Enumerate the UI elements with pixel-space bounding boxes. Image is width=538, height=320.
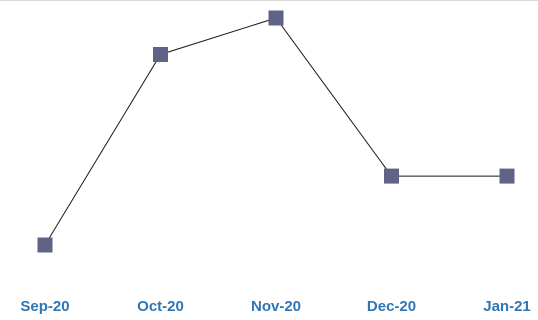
series-line	[44, 17, 507, 246]
x-tick-label: Jan-21	[483, 298, 531, 315]
data-point-dec-20	[384, 168, 399, 184]
x-axis: Sep-20 Oct-20 Nov-20 Dec-20 Jan-21	[20, 298, 530, 315]
data-point-sep-20	[37, 237, 53, 253]
plot-area	[37, 10, 515, 253]
data-point-nov-20	[268, 10, 284, 26]
data-point-oct-20	[153, 46, 168, 62]
data-point-jan-21	[499, 168, 515, 184]
x-tick-label: Dec-20	[367, 298, 416, 315]
x-tick-label: Sep-20	[20, 298, 69, 315]
x-tick-label: Oct-20	[137, 298, 184, 315]
x-tick-label: Nov-20	[251, 298, 301, 315]
